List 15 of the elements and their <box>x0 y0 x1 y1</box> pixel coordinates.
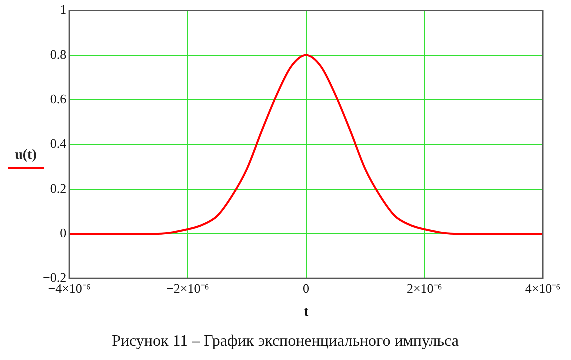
x-tick-label: 0 <box>303 280 310 296</box>
x-tick-label: 2×10⁻⁶ <box>406 280 442 296</box>
x-tick-label: −2×10⁻⁶ <box>166 280 210 296</box>
y-tick-label: −0.2 <box>42 270 67 286</box>
y-tick-label: 0 <box>60 225 67 240</box>
y-tick-label: 0.6 <box>50 91 68 106</box>
y-tick-label: 0.2 <box>50 180 67 196</box>
line-series <box>70 54 543 235</box>
y-tick-label: 0.8 <box>50 46 67 62</box>
text: u(t) <box>14 148 38 164</box>
text: Рисунок 11 – График экспоненциального импульса <box>111 333 460 351</box>
x-axis-title: t <box>304 305 309 320</box>
y-tick-label: 1 <box>60 2 67 18</box>
y-tick-label: 0.4 <box>50 136 68 152</box>
x-tick-label: 4×10⁻⁶ <box>525 280 561 296</box>
